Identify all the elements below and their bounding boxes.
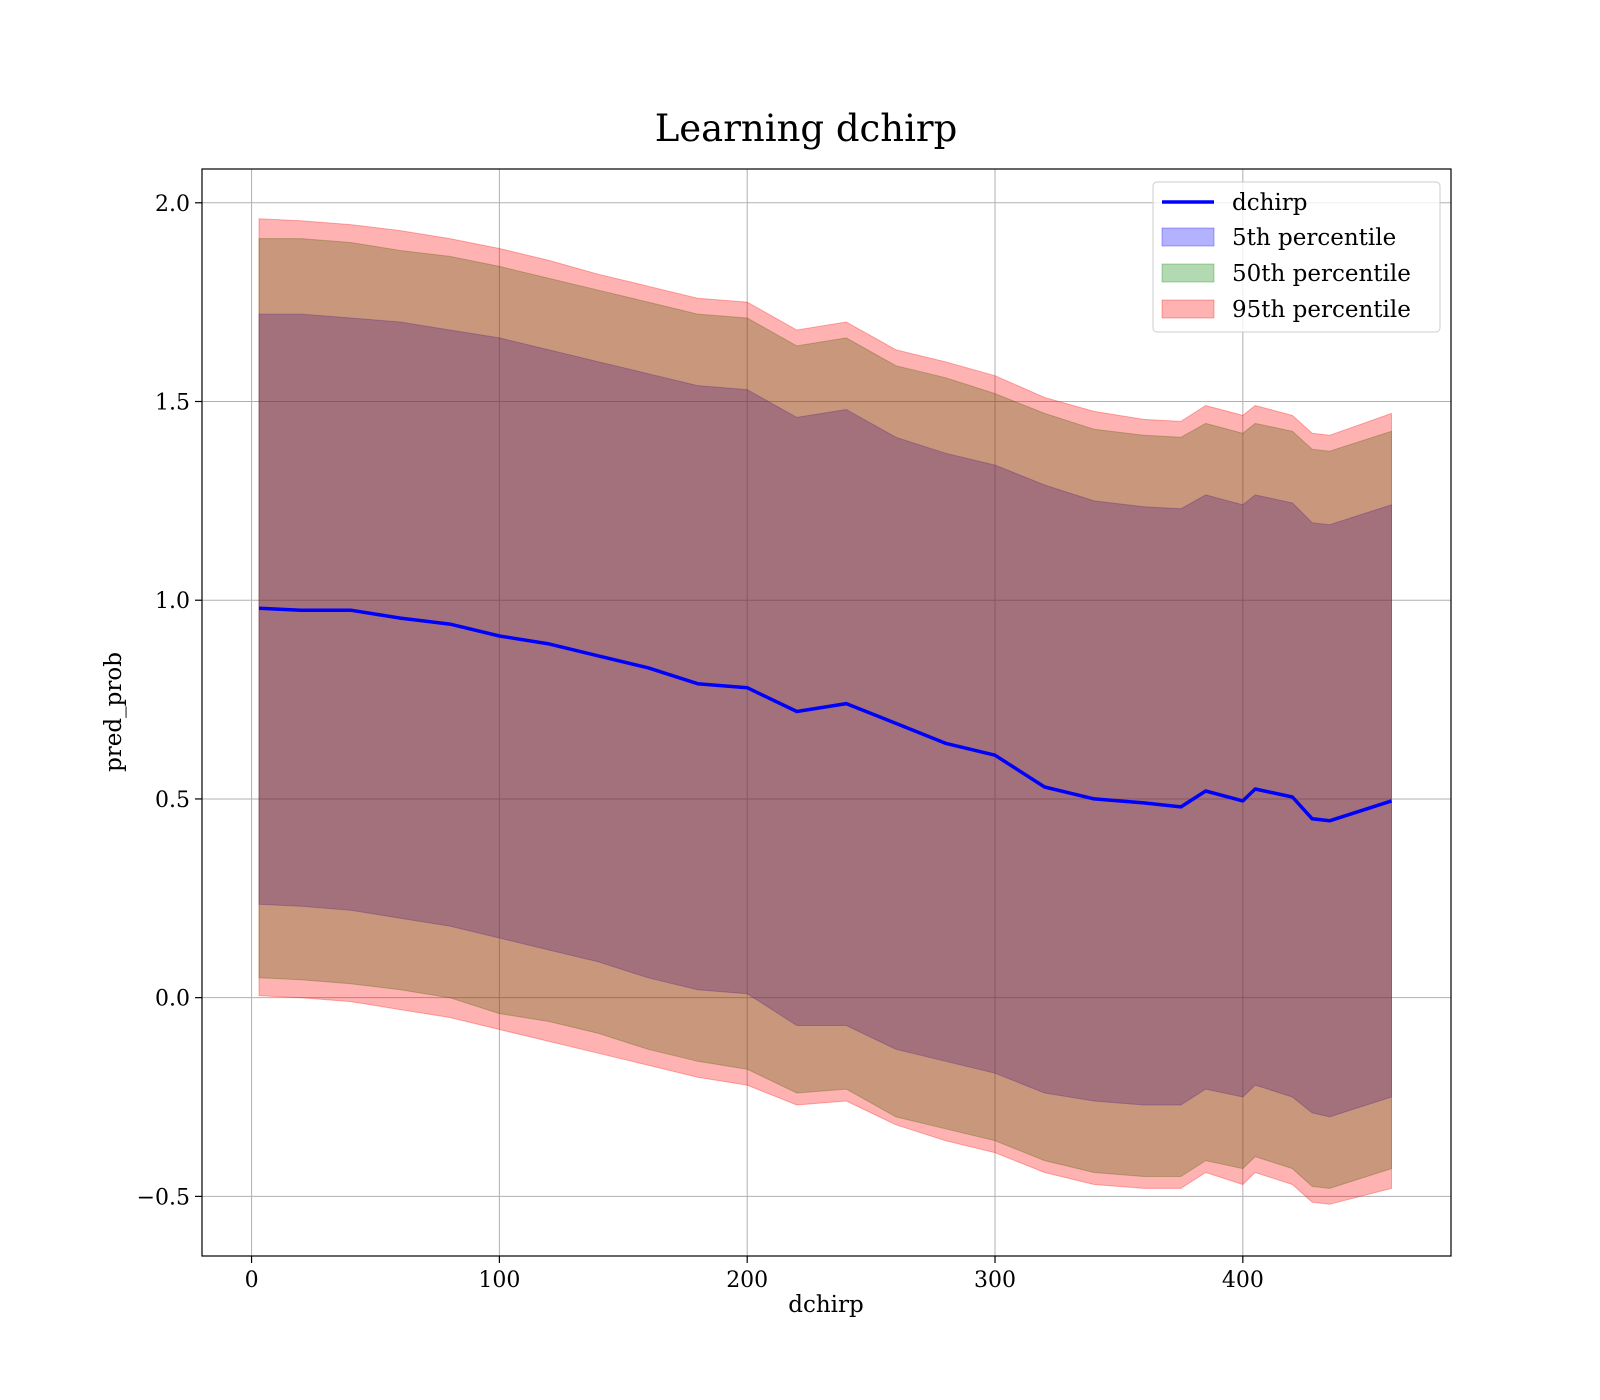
band-50th-percentile bbox=[258, 238, 1392, 1189]
legend-label-50th-percentile: 50th percentile bbox=[1232, 261, 1411, 287]
x-tick-label: 200 bbox=[726, 1268, 768, 1293]
y-tick-label: −0.5 bbox=[137, 1185, 190, 1210]
percentile-bands bbox=[258, 218, 1392, 1205]
line-dchirp bbox=[258, 606, 1393, 823]
x-tick-label: 0 bbox=[245, 1268, 259, 1293]
legend-label-5th-percentile: 5th percentile bbox=[1232, 225, 1396, 251]
series-lines bbox=[258, 606, 1393, 823]
legend: dchirp 5th percentile 50th percentile 95… bbox=[1152, 181, 1441, 333]
x-axis-label: dchirp bbox=[788, 1292, 864, 1318]
band-5th-percentile bbox=[258, 313, 1392, 1118]
plot-frame bbox=[201, 168, 1452, 1257]
x-tick-label: 400 bbox=[1222, 1268, 1264, 1293]
x-tick-label: 300 bbox=[974, 1268, 1016, 1293]
y-tick-label: 0.5 bbox=[155, 788, 190, 813]
y-tick-label: 1.5 bbox=[155, 391, 190, 416]
legend-swatch-5th-percentile bbox=[1161, 227, 1215, 247]
chart-title: Learning dchirp bbox=[655, 107, 958, 150]
x-tick-label: 100 bbox=[478, 1268, 520, 1293]
y-axis-label: pred_prob bbox=[101, 652, 127, 772]
grid-lines bbox=[202, 169, 1451, 1256]
y-tick-label: 1.0 bbox=[155, 589, 190, 614]
y-tick-label: 0.0 bbox=[155, 987, 190, 1012]
legend-frame bbox=[1152, 181, 1441, 333]
legend-label-dchirp: dchirp bbox=[1232, 190, 1308, 216]
legend-label-95th-percentile: 95th percentile bbox=[1232, 297, 1411, 323]
x-axis-ticks: 0 100 200 300 400 bbox=[245, 1256, 1264, 1293]
y-tick-label: 2.0 bbox=[155, 192, 190, 217]
legend-swatch-95th-percentile bbox=[1161, 299, 1215, 319]
y-axis-ticks: −0.5 0.0 0.5 1.0 1.5 2.0 bbox=[137, 192, 202, 1210]
legend-swatch-50th-percentile bbox=[1161, 263, 1215, 283]
band-95th-percentile bbox=[258, 218, 1392, 1205]
